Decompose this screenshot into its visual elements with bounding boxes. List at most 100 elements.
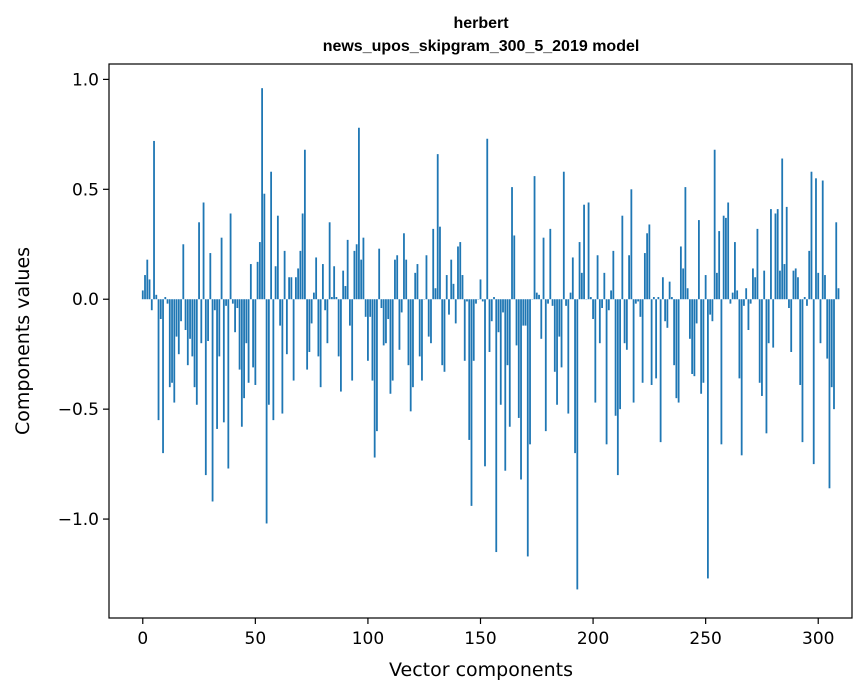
bar xyxy=(351,299,354,381)
bar xyxy=(515,299,518,346)
bar xyxy=(238,299,241,370)
bar xyxy=(353,250,356,300)
bar xyxy=(243,299,245,399)
bar xyxy=(558,299,561,337)
bar xyxy=(504,299,507,471)
x-tick-label: 50 xyxy=(245,629,267,649)
bar xyxy=(592,299,594,320)
bar xyxy=(171,299,173,383)
bar xyxy=(578,242,581,300)
bar xyxy=(815,178,817,300)
bar xyxy=(225,299,227,306)
bar xyxy=(362,237,365,300)
bar xyxy=(749,299,752,304)
bar xyxy=(628,255,630,300)
bar xyxy=(522,299,525,326)
bar xyxy=(562,171,565,300)
bar xyxy=(747,299,750,331)
bar xyxy=(216,299,218,429)
bar xyxy=(821,180,824,300)
bar xyxy=(752,268,754,300)
bar xyxy=(743,299,745,306)
bar xyxy=(734,242,736,300)
bar xyxy=(646,233,649,300)
bar xyxy=(598,299,601,344)
bar xyxy=(144,275,146,300)
bar xyxy=(607,299,610,311)
bar xyxy=(781,158,784,300)
bar xyxy=(157,299,160,421)
bar xyxy=(409,299,412,412)
bar xyxy=(819,299,822,344)
bar xyxy=(445,275,448,300)
bar xyxy=(324,299,327,311)
bar xyxy=(484,299,486,467)
bar xyxy=(824,275,826,300)
bar xyxy=(625,299,628,350)
bar xyxy=(524,299,527,326)
bar xyxy=(261,88,263,300)
bar xyxy=(623,299,626,344)
bar xyxy=(468,299,471,440)
bar xyxy=(686,288,689,300)
bar xyxy=(148,279,151,300)
bar xyxy=(342,270,345,300)
bar xyxy=(553,299,556,372)
bar xyxy=(439,226,441,300)
bar xyxy=(648,224,651,300)
bar xyxy=(193,299,196,388)
bar xyxy=(425,255,428,300)
bar xyxy=(369,299,372,317)
bar xyxy=(693,299,696,377)
bar xyxy=(513,235,516,300)
bar xyxy=(175,299,178,337)
bar xyxy=(247,299,250,383)
bar xyxy=(297,268,300,300)
bar xyxy=(779,270,781,300)
bar xyxy=(772,299,775,348)
bar xyxy=(538,294,540,300)
bar xyxy=(400,299,403,313)
x-tick-label: 300 xyxy=(802,629,834,649)
y-axis: −1.0 −0.5 0.0 0.5 1.0 xyxy=(58,70,109,530)
bar xyxy=(207,299,209,341)
bars-group xyxy=(141,88,840,590)
bar xyxy=(490,299,493,322)
bar xyxy=(321,264,324,300)
bar xyxy=(306,299,309,370)
bar xyxy=(695,299,698,324)
x-tick-label: 200 xyxy=(577,629,609,649)
bar xyxy=(405,259,408,300)
bar xyxy=(580,272,583,300)
bar xyxy=(801,299,804,443)
bar xyxy=(596,255,599,300)
bar xyxy=(454,299,457,324)
bar xyxy=(571,257,574,300)
bar xyxy=(337,299,340,357)
bar xyxy=(290,277,293,300)
bar xyxy=(551,299,554,306)
bar xyxy=(691,299,694,374)
x-axis-label: Vector components xyxy=(389,659,573,681)
bar xyxy=(767,299,770,344)
bar xyxy=(632,299,635,403)
bar xyxy=(774,213,777,300)
bar xyxy=(166,299,169,304)
bar xyxy=(418,299,421,357)
bar xyxy=(495,299,498,553)
bar xyxy=(180,299,182,322)
bar xyxy=(700,299,703,394)
bar xyxy=(740,299,743,456)
bar xyxy=(684,187,687,300)
bar xyxy=(141,290,144,300)
bar xyxy=(758,299,761,383)
bar xyxy=(475,299,477,304)
bar xyxy=(240,299,243,427)
bar xyxy=(493,297,495,300)
bar xyxy=(245,299,248,344)
bar xyxy=(833,299,835,410)
bar xyxy=(547,299,549,304)
bar xyxy=(459,242,462,300)
bar xyxy=(263,193,266,300)
bar xyxy=(619,299,621,410)
